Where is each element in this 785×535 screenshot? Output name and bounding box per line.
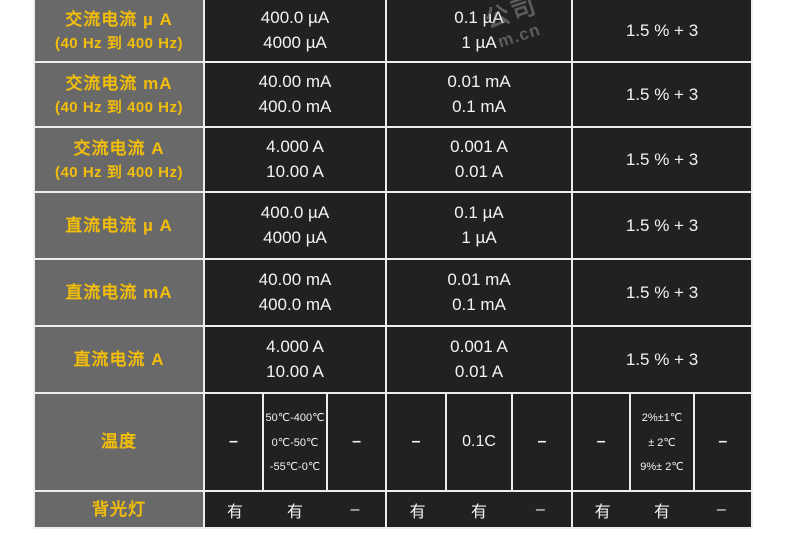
accuracy-value: 1.5 % + 3 xyxy=(625,84,699,104)
resolution-cell: 0.001 A 0.01 A xyxy=(387,128,571,191)
range-cell: 400.0 µA 4000 µA xyxy=(205,0,385,61)
backlight-value: 有 xyxy=(226,503,243,521)
backlight-value: 有 xyxy=(470,503,487,521)
row-label: 直流电流 A xyxy=(73,349,165,369)
accuracy-value: 1.5 % + 3 xyxy=(625,282,699,302)
accuracy-value: 1.5 % + 3 xyxy=(625,20,699,40)
row-label-frequency: (40 Hz 到 400 Hz) xyxy=(54,35,184,52)
row-label: 背光灯 xyxy=(92,499,146,519)
row-label-cell-ac-ma: 交流电流 mA (40 Hz 到 400 Hz) xyxy=(35,63,203,126)
row-label-cell-dc-ma: 直流电流 mA xyxy=(35,260,203,325)
backlight-cell: 有 有 – xyxy=(387,492,571,527)
range-cell: 4.000 A 10.00 A xyxy=(205,327,385,392)
temp-resolution-dash: – xyxy=(537,433,547,450)
temp-accuracy-value: ± 2℃ xyxy=(648,436,676,449)
range-value: 400.0 µA xyxy=(260,8,330,28)
backlight-value: 有 xyxy=(409,503,426,521)
row-label-frequency: (40 Hz 到 400 Hz) xyxy=(54,164,184,181)
row-label: 交流电流 mA xyxy=(65,74,173,93)
resolution-value: 0.1 µA xyxy=(454,8,504,28)
row-label: 温度 xyxy=(101,432,137,451)
accuracy-cell: 1.5 % + 3 xyxy=(573,128,751,191)
accuracy-cell: 1.5 % + 3 xyxy=(573,63,751,126)
temp-resolution-dash: – xyxy=(411,433,421,450)
range-value: 4000 µA xyxy=(263,228,327,248)
resolution-value: 0.01 A xyxy=(454,362,504,382)
temp-range-value: 50℃-400℃ xyxy=(265,411,325,424)
backlight-value: – xyxy=(535,500,545,518)
resolution-cell: 0.1 µA 1 µA xyxy=(387,193,571,258)
backlight-value: 有 xyxy=(594,503,611,521)
row-label-cell-backlight: 背光灯 xyxy=(35,492,203,527)
accuracy-cell: 1.5 % + 3 xyxy=(573,193,751,258)
resolution-value: 1 µA xyxy=(461,32,497,52)
range-value: 400.0 mA xyxy=(258,97,332,116)
range-cell: 40.00 mA 400.0 mA xyxy=(205,63,385,126)
resolution-value: 0.1 µA xyxy=(454,202,504,222)
range-value: 10.00 A xyxy=(266,362,324,382)
temp-accuracy-dash: – xyxy=(596,433,606,450)
temp-accuracy-value: 2%±1℃ xyxy=(641,411,683,424)
accuracy-cell: 1.5 % + 3 xyxy=(573,260,751,325)
backlight-value: 有 xyxy=(653,503,670,521)
accuracy-value: 1.5 % + 3 xyxy=(625,215,699,235)
range-value: 4.000 A xyxy=(266,137,324,156)
row-label-cell-temperature: 温度 xyxy=(35,394,203,490)
row-label-cell-dc-ua: 直流电流 µ A xyxy=(35,193,203,258)
temp-range-value: -55℃-0℃ xyxy=(269,461,321,474)
row-label: 直流电流 µ A xyxy=(65,215,173,235)
range-cell: 4.000 A 10.00 A xyxy=(205,128,385,191)
temperature-range-cell: – 50℃-400℃ 0℃-50℃ -55℃-0℃ – xyxy=(205,394,385,490)
temp-accuracy-list: 2%±1℃ ± 2℃ 9%± 2℃ xyxy=(629,394,695,490)
resolution-value: 1 µA xyxy=(461,228,497,248)
spec-table: 交流电流 µ A (40 Hz 到 400 Hz) 400.0 µA 4000 … xyxy=(33,0,753,529)
row-label: 交流电流 µ A xyxy=(65,10,173,29)
accuracy-cell: 1.5 % + 3 xyxy=(573,0,751,61)
temp-range-dash: – xyxy=(228,433,238,450)
resolution-value: 0.01 mA xyxy=(447,269,511,289)
resolution-value: 0.001 A xyxy=(450,336,508,356)
range-cell: 40.00 mA 400.0 mA xyxy=(205,260,385,325)
accuracy-cell: 1.5 % + 3 xyxy=(573,327,751,392)
range-value: 4.000 A xyxy=(266,336,324,356)
row-label: 交流电流 A xyxy=(73,139,165,158)
resolution-cell: 0.01 mA 0.1 mA xyxy=(387,63,571,126)
resolution-cell: 0.01 mA 0.1 mA xyxy=(387,260,571,325)
range-value: 4000 µA xyxy=(263,32,327,52)
accuracy-value: 1.5 % + 3 xyxy=(625,349,699,369)
backlight-value: – xyxy=(716,500,726,518)
resolution-value: 0.1 mA xyxy=(452,97,506,116)
temp-accuracy-value: 9%± 2℃ xyxy=(640,461,684,474)
range-value: 40.00 mA xyxy=(258,72,332,91)
row-label-cell-ac-ua: 交流电流 µ A (40 Hz 到 400 Hz) xyxy=(35,0,203,61)
resolution-cell: 0.001 A 0.01 A xyxy=(387,327,571,392)
temp-accuracy-dash: – xyxy=(718,433,728,450)
row-label-frequency: (40 Hz 到 400 Hz) xyxy=(54,99,184,116)
temp-range-list: 50℃-400℃ 0℃-50℃ -55℃-0℃ xyxy=(261,394,329,490)
temp-range-value: 0℃-50℃ xyxy=(271,436,319,449)
range-cell: 400.0 µA 4000 µA xyxy=(205,193,385,258)
resolution-value: 0.1 mA xyxy=(452,295,506,315)
range-value: 400.0 mA xyxy=(258,295,332,315)
row-label: 直流电流 mA xyxy=(65,282,173,302)
row-label-cell-ac-a: 交流电流 A (40 Hz 到 400 Hz) xyxy=(35,128,203,191)
backlight-cell: 有 有 – xyxy=(205,492,385,527)
backlight-value: 有 xyxy=(286,503,303,521)
row-label-cell-dc-a: 直流电流 A xyxy=(35,327,203,392)
temperature-resolution-cell: – 0.1C – xyxy=(387,394,571,490)
temp-resolution-value: 0.1C xyxy=(445,394,513,490)
backlight-cell: 有 有 – xyxy=(573,492,751,527)
temperature-accuracy-cell: – 2%±1℃ ± 2℃ 9%± 2℃ – xyxy=(573,394,751,490)
accuracy-value: 1.5 % + 3 xyxy=(625,149,699,169)
range-value: 40.00 mA xyxy=(258,269,332,289)
resolution-value: 0.001 A xyxy=(450,137,508,156)
resolution-cell: 0.1 µA 1 µA xyxy=(387,0,571,61)
resolution-value: 0.01 mA xyxy=(447,72,511,91)
temp-range-dash: – xyxy=(352,433,362,450)
range-value: 10.00 A xyxy=(266,162,324,181)
range-value: 400.0 µA xyxy=(260,202,330,222)
backlight-value: – xyxy=(350,500,360,518)
resolution-value: 0.01 A xyxy=(454,162,504,181)
